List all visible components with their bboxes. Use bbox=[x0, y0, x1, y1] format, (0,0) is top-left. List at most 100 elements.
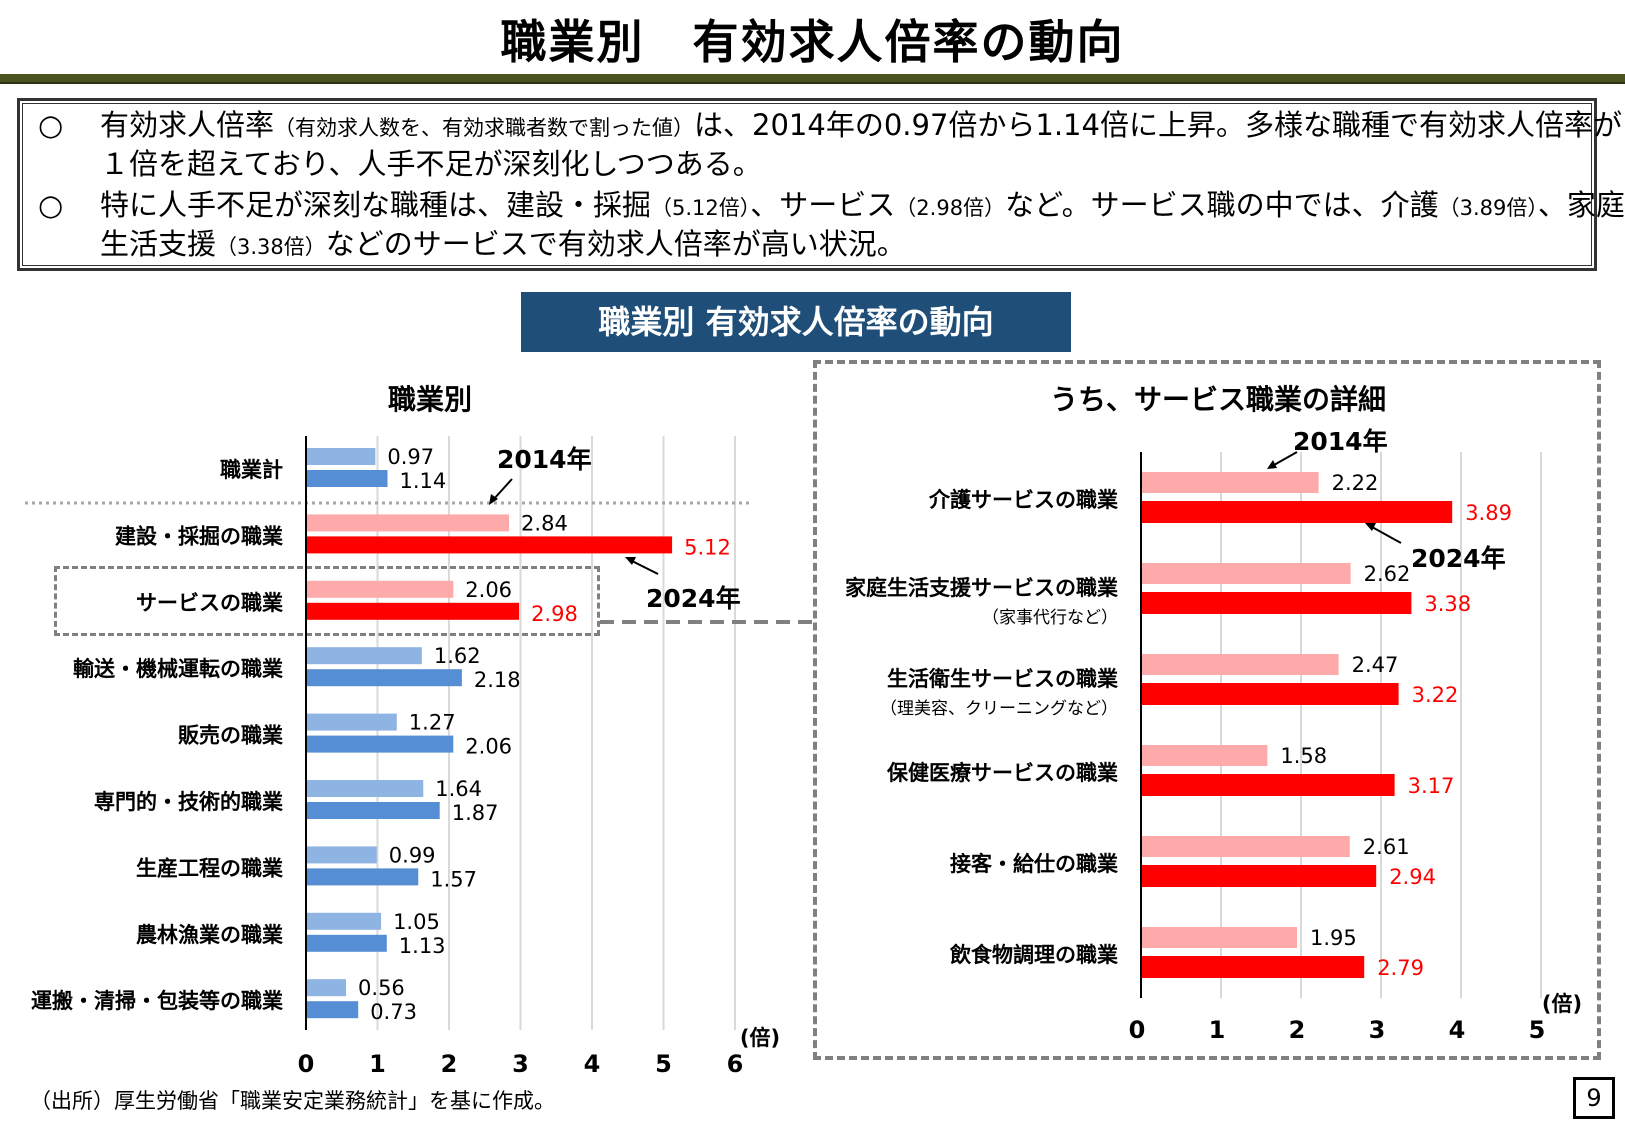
right-bar-2014 bbox=[1141, 745, 1268, 766]
left-x-tick: 1 bbox=[369, 1050, 386, 1078]
right-category-label: 保健医療サービスの職業 bbox=[886, 761, 1119, 785]
left-value-2024: 2.18 bbox=[474, 668, 521, 692]
left-value-2024: 1.14 bbox=[400, 469, 447, 493]
left-value-2014: 2.84 bbox=[521, 511, 568, 535]
right-value-2024: 3.89 bbox=[1465, 501, 1512, 525]
right-value-2014: 2.61 bbox=[1363, 835, 1410, 859]
right-bar-2014 bbox=[1141, 563, 1351, 584]
left-bar-2024 bbox=[306, 536, 673, 554]
left-bar-2014 bbox=[306, 448, 376, 465]
left-bar-2024 bbox=[306, 802, 440, 819]
right-category-label: 生活衛生サービスの職業 bbox=[887, 667, 1119, 691]
left-category-label: 販売の職業 bbox=[178, 724, 284, 748]
right-category-label: 飲食物調理の職業 bbox=[949, 943, 1119, 967]
bullet2-small-3: （3.89倍） bbox=[1438, 196, 1538, 220]
bullet1-text-a: 有効求人倍率 bbox=[100, 108, 275, 142]
right-arrow-2024-head bbox=[1365, 523, 1376, 531]
left-value-2014: 0.99 bbox=[389, 843, 436, 867]
right-x-tick: 1 bbox=[1209, 1016, 1226, 1044]
bullet2-small-2: （2.98倍） bbox=[895, 196, 1006, 220]
left-bar-2014 bbox=[306, 580, 454, 598]
right-bar-2024 bbox=[1141, 683, 1399, 705]
left-value-2024: 2.98 bbox=[531, 602, 578, 626]
bullet2-text-a: 特に人手不足が深刻な職種は、建設・採掘 bbox=[100, 188, 652, 222]
left-bar-2024 bbox=[306, 602, 520, 620]
bullet2-small-4: （3.38倍） bbox=[216, 235, 326, 259]
right-value-2014: 1.58 bbox=[1280, 744, 1327, 768]
right-category-label: 接客・給仕の職業 bbox=[950, 852, 1119, 876]
left-value-2024: 5.12 bbox=[684, 535, 731, 559]
left-bar-2014 bbox=[306, 912, 382, 930]
right-arrow-2024-shaft bbox=[1371, 526, 1402, 544]
left-value-2024: 1.13 bbox=[399, 934, 446, 958]
right-x-tick: 0 bbox=[1129, 1016, 1146, 1044]
right-category-note: （家事代行など） bbox=[982, 608, 1118, 628]
right-value-2014: 1.95 bbox=[1310, 926, 1357, 950]
summary-box: ○ 有効求人倍率（有効求人数を、有効求職者数で割った値）は、2014年の0.97… bbox=[17, 98, 1625, 271]
left-value-2014: 1.27 bbox=[409, 711, 456, 735]
left-value-2024: 2.06 bbox=[465, 735, 512, 759]
bullet2-text-c: など。サービス職の中では、介護 bbox=[1005, 188, 1439, 222]
left-legend-2014: 2014年 bbox=[497, 445, 592, 474]
left-chart-title: 職業別 bbox=[388, 383, 473, 416]
right-bar-2024 bbox=[1141, 774, 1395, 796]
left-category-label: 建設・採掘の職業 bbox=[115, 524, 284, 548]
right-category-label: 家庭生活支援サービスの職業 bbox=[845, 576, 1119, 600]
left-bar-2014 bbox=[306, 647, 422, 665]
right-value-2024: 3.22 bbox=[1412, 683, 1459, 707]
left-bar-2024 bbox=[306, 470, 388, 487]
left-value-2014: 2.06 bbox=[465, 578, 512, 602]
right-legend-2024: 2024年 bbox=[1411, 544, 1506, 573]
left-arrow-2024-head bbox=[625, 557, 636, 565]
service-detail-frame bbox=[813, 360, 1601, 1060]
bullet1-text-b: は、2014年の0.97倍から1.14倍に上昇。多様な職種で有効求人倍率が１倍を… bbox=[100, 108, 1622, 181]
right-bar-2024 bbox=[1141, 501, 1453, 523]
bullet2-small-1: （5.12倍） bbox=[651, 196, 751, 220]
chart-banner: 職業別 有効求人倍率の動向 bbox=[521, 292, 1071, 352]
right-value-2024: 2.94 bbox=[1389, 865, 1436, 889]
right-value-2014: 2.62 bbox=[1364, 562, 1411, 586]
left-arrow-2014-head bbox=[489, 494, 498, 505]
left-value-2014: 1.62 bbox=[434, 644, 481, 668]
right-category-label: 介護サービスの職業 bbox=[928, 488, 1119, 512]
source-note: （出所）厚生労働省「職業安定業務統計」を基に作成。 bbox=[30, 1089, 555, 1113]
right-bar-2014 bbox=[1141, 927, 1297, 948]
bullet-mark: ○ bbox=[38, 188, 64, 222]
right-value-2014: 2.22 bbox=[1332, 471, 1379, 495]
right-value-2014: 2.47 bbox=[1352, 653, 1399, 677]
right-bar-2014 bbox=[1141, 472, 1319, 493]
left-bar-2024 bbox=[306, 934, 387, 952]
left-x-tick: 5 bbox=[655, 1050, 672, 1078]
left-category-label: 生産工程の職業 bbox=[136, 856, 284, 880]
left-bar-2014 bbox=[306, 780, 424, 797]
left-bar-2024 bbox=[306, 868, 419, 886]
left-value-2014: 0.97 bbox=[387, 445, 434, 469]
left-arrow-2024-shaft bbox=[631, 560, 659, 575]
right-chart-title: うち、サービス職業の詳細 bbox=[1050, 383, 1387, 416]
left-category-label: 輸送・機械運転の職業 bbox=[73, 657, 284, 681]
left-value-2014: 0.56 bbox=[358, 976, 405, 1000]
page-title: 職業別 有効求人倍率の動向 bbox=[500, 15, 1125, 69]
service-highlight-frame bbox=[54, 566, 600, 636]
left-x-tick: 3 bbox=[512, 1050, 529, 1078]
right-arrow-2014-shaft bbox=[1273, 451, 1298, 466]
left-x-tick: 6 bbox=[727, 1050, 744, 1078]
left-category-label: 運搬・清掃・包装等の職業 bbox=[31, 989, 284, 1013]
right-x-tick: 2 bbox=[1289, 1016, 1306, 1044]
page-number: 9 bbox=[1573, 1077, 1615, 1119]
left-bar-2014 bbox=[306, 713, 397, 731]
left-bar-2024 bbox=[306, 669, 462, 687]
left-bar-2014 bbox=[306, 514, 510, 532]
bullet2-text-b: 、サービス bbox=[750, 188, 896, 222]
left-value-2014: 1.64 bbox=[435, 777, 482, 801]
left-bar-2024 bbox=[306, 735, 454, 753]
right-x-tick: 4 bbox=[1449, 1016, 1466, 1044]
right-value-2024: 3.17 bbox=[1408, 774, 1455, 798]
left-x-tick: 0 bbox=[298, 1050, 315, 1078]
right-x-tick: 3 bbox=[1369, 1016, 1386, 1044]
bullet1-small: （有効求人数を、有効求職者数で割った値） bbox=[274, 116, 695, 140]
right-bar-2024 bbox=[1141, 865, 1377, 887]
bullet2-text-d: 、家庭生活支援 bbox=[100, 188, 1625, 261]
title-rule bbox=[0, 74, 1625, 84]
